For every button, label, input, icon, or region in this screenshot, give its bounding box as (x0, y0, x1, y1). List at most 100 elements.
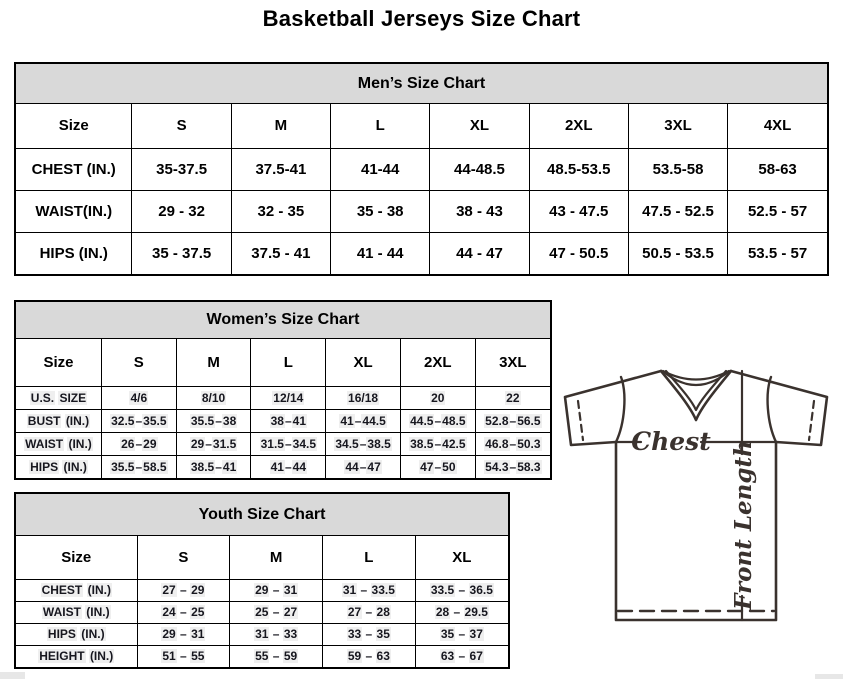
highlighted-value: (IN.) (86, 583, 112, 597)
front-length-label: Front Length (730, 440, 757, 611)
mens-value-cell: 38 - 43 (429, 189, 530, 233)
highlighted-value: 33.5 (429, 583, 456, 597)
jersey-armhole-left (614, 375, 626, 444)
womens-value-cell: 52.8–56.5 (474, 408, 550, 433)
womens-row-label: BUST (IN.) (16, 408, 102, 433)
mens-row-label: CHEST (IN.) (16, 147, 133, 191)
womens-value-cell: 20 (399, 385, 476, 410)
jersey-collar-back-arc-2 (662, 370, 730, 386)
womens-value-cell: 12/14 (250, 385, 327, 410)
mens-row-waistin: WAIST(IN.) 29 - 32 32 - 35 35 - 38 38 - 43 43… (16, 189, 827, 233)
highlighted-value: 29.5 (463, 605, 489, 619)
womens-col-header-size: Size (16, 339, 102, 387)
highlighted-value: 55 (254, 649, 270, 664)
highlighted-value: 58.3 (516, 459, 542, 474)
mens-value-cell: 41-44 (330, 147, 431, 191)
womens-value-cell: 29–31.5 (175, 431, 252, 456)
highlighted-value: 8/10 (200, 390, 227, 405)
womens-value-cell: 34.5–38.5 (325, 431, 401, 456)
womens-row-hipsin: HIPS (IN.) 35.5–58.5 38.5–41 41–44 44–47 47–5… (16, 454, 550, 478)
youth-row-label: HIPS (IN.) (16, 622, 138, 646)
womens-size-table: Size S M L XL 2XL 3XL U.S. SIZE 4/6 8/10 12/14 16/1… (16, 339, 550, 478)
womens-value-cell: 46.8–50.3 (474, 431, 550, 456)
highlighted-value: 35.5 (110, 459, 136, 474)
highlighted-value: 31.5 (259, 436, 285, 451)
highlighted-value: 41 (221, 459, 238, 474)
highlighted-value: 28 (434, 605, 451, 619)
youth-col-header-s: S (136, 536, 231, 580)
mens-col-header-s: S (131, 104, 232, 149)
mens-header-row: Size S M L XL 2XL 3XL 4XL (16, 104, 827, 149)
jersey-collar-band (664, 369, 728, 412)
highlighted-value: 25 (190, 605, 206, 619)
highlighted-value: 46.8 (484, 436, 510, 451)
mens-col-header-xl: XL (429, 104, 530, 149)
highlighted-value: 29 (161, 627, 177, 641)
highlighted-value: 38 (269, 413, 285, 428)
womens-value-cell: 44.5–48.5 (399, 408, 476, 433)
jersey-diagram-svg: Chest Front Length (563, 369, 829, 622)
womens-row-ussize: U.S. SIZE 4/6 8/10 12/14 16/18 20 22 (16, 385, 550, 410)
highlighted-value: 31 (341, 583, 358, 597)
highlighted-value: 41 (291, 413, 308, 428)
youth-row-waistin: WAIST (IN.) 24 – 25 25 – 27 27 – 28 28 – 29.… (16, 600, 508, 624)
highlighted-value: 50 (441, 459, 457, 474)
youth-value-cell: 35 – 37 (414, 622, 508, 646)
womens-value-cell: 38–41 (250, 408, 327, 433)
youth-value-cell: 29 – 31 (229, 578, 323, 602)
womens-col-header-3xl: 3XL (474, 339, 550, 387)
youth-value-cell: 31 – 33.5 (322, 578, 416, 602)
highlighted-value: 27 (346, 605, 363, 619)
womens-value-cell: 47–50 (399, 454, 476, 478)
womens-row-label: WAIST (IN.) (16, 431, 102, 456)
womens-col-header-s: S (100, 339, 177, 387)
highlighted-value: (IN.) (88, 649, 115, 664)
womens-col-header-m: M (175, 339, 252, 387)
highlighted-value: 38.5 (189, 459, 216, 474)
page-title: Basketball Jerseys Size Chart (262, 6, 581, 31)
highlighted-value: 29 (142, 436, 158, 451)
highlighted-value: HEIGHT (38, 649, 86, 664)
highlighted-value: 59 (346, 649, 363, 664)
highlighted-value: 37 (468, 627, 484, 641)
cropped-table-artifact-left (0, 672, 25, 679)
mens-value-cell: 52.5 - 57 (727, 189, 827, 233)
highlighted-value: U.S. (29, 390, 56, 405)
highlighted-value: 33 (282, 627, 299, 641)
highlighted-value: 29 (190, 583, 206, 597)
highlighted-value: 50.3 (516, 436, 542, 451)
jersey-outline (563, 369, 829, 622)
mens-row-label: HIPS (IN.) (16, 231, 133, 274)
womens-row-label: HIPS (IN.) (16, 454, 102, 478)
highlighted-value: 67 (468, 649, 484, 664)
highlighted-value: 35.5 (189, 413, 216, 428)
highlighted-value: 24 (161, 605, 177, 619)
mens-col-header-size: Size (16, 104, 133, 149)
highlighted-value: 28 (375, 605, 391, 619)
youth-value-cell: 29 – 31 (136, 622, 231, 646)
highlighted-value: 44.5 (409, 413, 435, 428)
womens-size-chart: Women’s Size Chart Size S M L XL 2XL 3XL U.S. S… (14, 300, 552, 480)
highlighted-value: 33.5 (370, 583, 396, 597)
mens-value-cell: 41 - 44 (330, 231, 431, 274)
mens-value-cell: 35-37.5 (131, 147, 232, 191)
highlighted-value: (IN.) (85, 605, 111, 619)
mens-col-header-4xl: 4XL (727, 104, 827, 149)
womens-value-cell: 26–29 (100, 431, 177, 456)
mens-value-cell: 50.5 - 53.5 (627, 231, 729, 274)
mens-col-header-l: L (330, 104, 431, 149)
womens-value-cell: 38.5–42.5 (399, 431, 476, 456)
youth-size-table: Size S M L XL CHEST (IN.) 27 – 29 29 – 31 31 – 3… (16, 536, 508, 667)
highlighted-value: 32.5 (110, 413, 136, 428)
mens-value-cell: 37.5 - 41 (230, 231, 332, 274)
highlighted-value: 29 (254, 583, 270, 597)
highlighted-value: 29 (189, 436, 206, 451)
highlighted-value: 16/18 (347, 390, 380, 405)
highlighted-value: (IN.) (80, 627, 106, 641)
mens-col-header-m: M (230, 104, 332, 149)
womens-value-cell: 8/10 (175, 385, 252, 410)
highlighted-value: 58.5 (142, 459, 168, 474)
highlighted-value: 36.5 (468, 583, 494, 597)
chest-label: Chest (631, 427, 711, 456)
